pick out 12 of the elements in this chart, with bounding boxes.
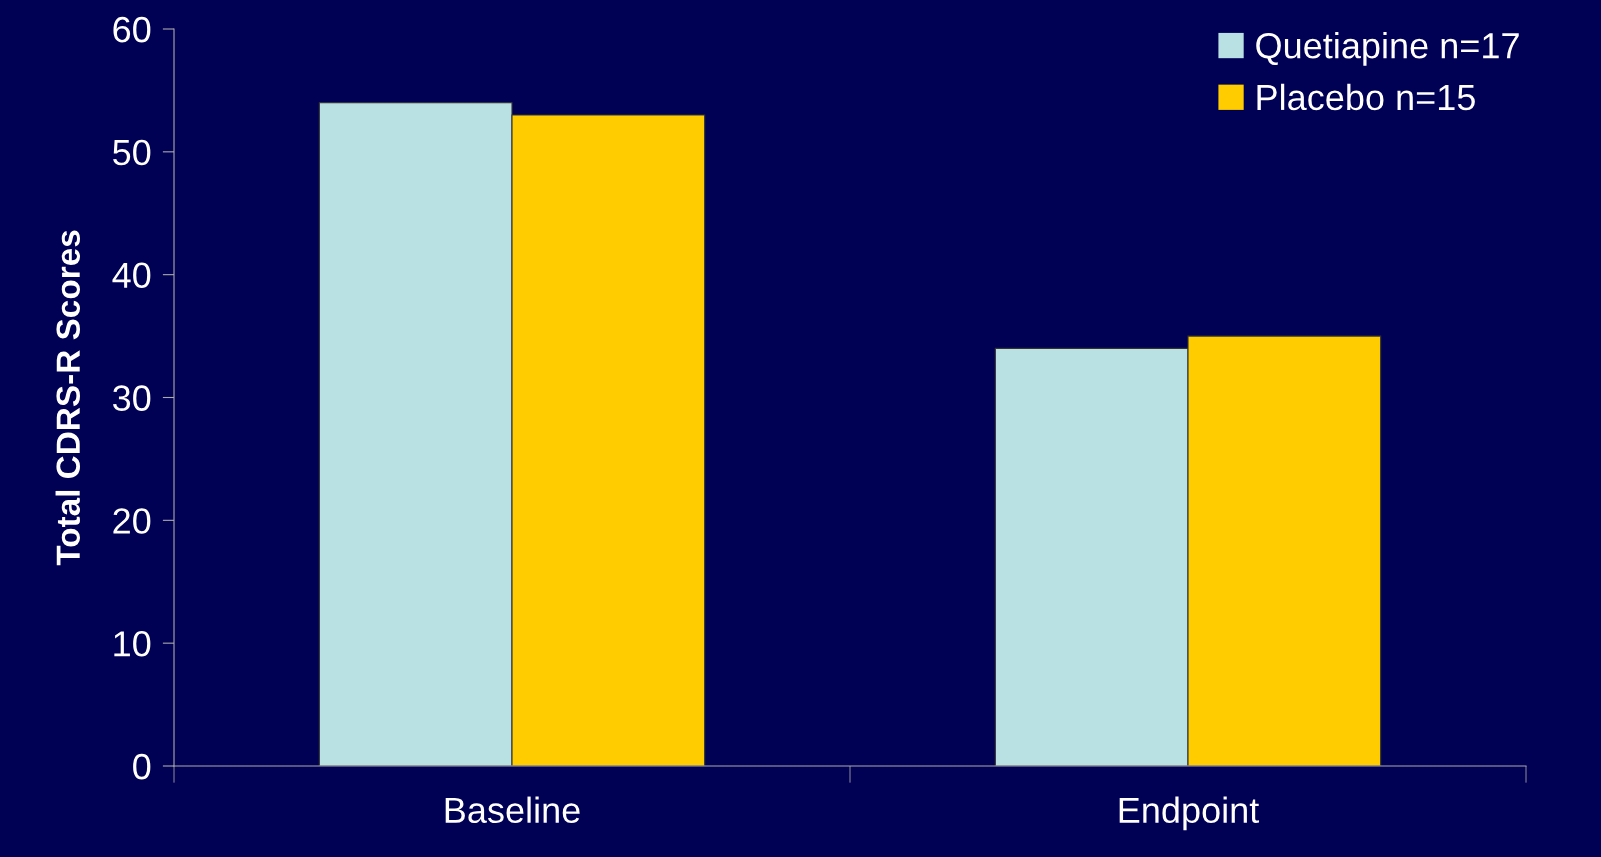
y-tick-label: 0 [133, 753, 151, 780]
y-tick-label: 30 [112, 385, 151, 411]
y-tick-label: 40 [112, 262, 151, 289]
y-tick-label: 20 [113, 508, 151, 534]
legend-label: Quetiapine n=17 [1256, 32, 1519, 66]
legend-label: Placebo n=15 [1257, 83, 1475, 111]
y-tick-label: 10 [114, 631, 151, 657]
y-axis-title: Total CDRS-R Scores [55, 230, 81, 566]
y-tick-label: 60 [113, 16, 151, 43]
x-tick-label: Endpoint [1119, 796, 1260, 831]
y-tick-label: 50 [113, 139, 151, 166]
x-tick-label: Baseline [445, 796, 580, 824]
